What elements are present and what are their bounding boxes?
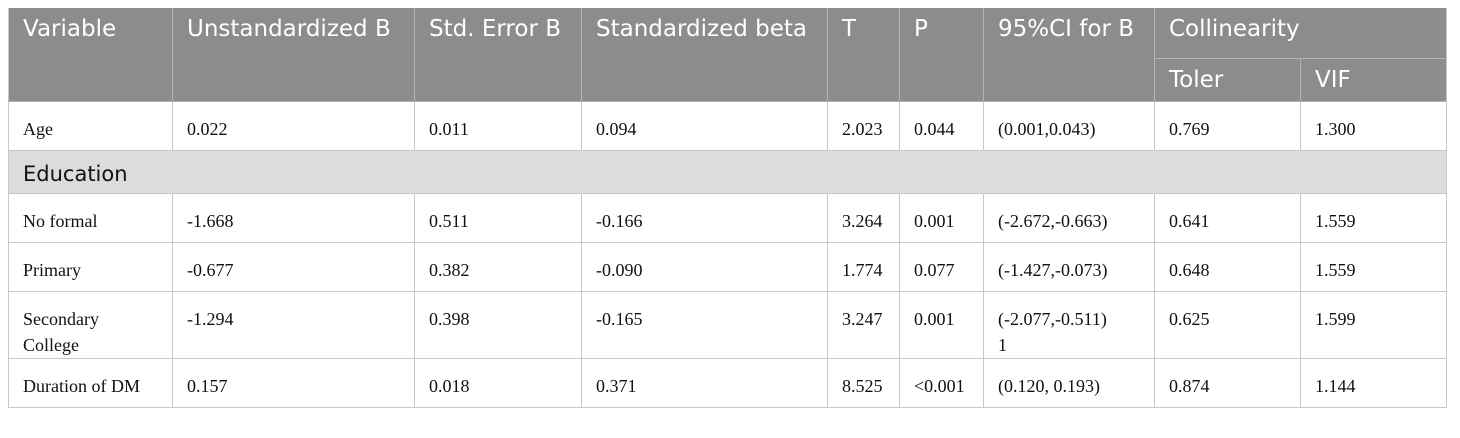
cell-std-error-b: 0.398 <box>414 291 582 359</box>
cell-unstandardized-b: 0.157 <box>172 358 415 408</box>
table-row-primary: Primary -0.677 0.382 -0.090 1.774 0.077 … <box>8 242 1448 292</box>
cell-standardized-beta: 0.371 <box>581 358 828 408</box>
cell-variable: Age <box>8 101 173 151</box>
header-vif: VIF <box>1300 58 1447 102</box>
section-row-education: Education <box>8 150 1447 194</box>
cell-ci: (-1.427,-0.073) <box>983 242 1155 292</box>
table-row-secondary-college: Secondary College -1.294 0.398 -0.165 3.… <box>8 291 1448 359</box>
table-body: Age 0.022 0.011 0.094 2.023 0.044 (0.001… <box>8 101 1448 408</box>
cell-std-error-b: 0.018 <box>414 358 582 408</box>
cell-t: 1.774 <box>827 242 900 292</box>
cell-p: <0.001 <box>899 358 984 408</box>
cell-unstandardized-b: -0.677 <box>172 242 415 292</box>
table-row-duration-of-dm: Duration of DM 0.157 0.018 0.371 8.525 <… <box>8 358 1448 408</box>
cell-unstandardized-b: -1.294 <box>172 291 415 359</box>
cell-p: 0.077 <box>899 242 984 292</box>
cell-vif: 1.144 <box>1300 358 1448 408</box>
header-t: T <box>827 8 900 102</box>
cell-variable: Primary <box>8 242 173 292</box>
cell-ci: (0.001,0.043) <box>983 101 1155 151</box>
cell-standardized-beta: -0.090 <box>581 242 828 292</box>
header-variable: Variable <box>8 8 173 102</box>
cell-vif: 1.599 <box>1300 291 1448 359</box>
cell-p: 0.001 <box>899 193 984 243</box>
table-row-no-formal: No formal -1.668 0.511 -0.166 3.264 0.00… <box>8 193 1448 243</box>
cell-ci: (-2.672,-0.663) <box>983 193 1155 243</box>
header-unstandardized-b: Unstandardized B <box>172 8 415 102</box>
table-row-age: Age 0.022 0.011 0.094 2.023 0.044 (0.001… <box>8 101 1448 151</box>
regression-table: Variable Unstandardized B Std. Error B S… <box>8 8 1448 408</box>
cell-toler: 0.874 <box>1154 358 1301 408</box>
cell-toler: 0.648 <box>1154 242 1301 292</box>
table-header: Variable Unstandardized B Std. Error B S… <box>8 8 1447 102</box>
cell-std-error-b: 0.011 <box>414 101 582 151</box>
header-standardized-beta: Standardized beta <box>581 8 828 102</box>
cell-variable-line2: College <box>23 335 79 355</box>
section-label: Education <box>8 150 1447 194</box>
cell-variable: Secondary College <box>8 291 173 359</box>
header-p: P <box>899 8 984 102</box>
cell-standardized-beta: -0.166 <box>581 193 828 243</box>
cell-t: 8.525 <box>827 358 900 408</box>
cell-t: 2.023 <box>827 101 900 151</box>
cell-ci: (-2.077,-0.511) 1 <box>983 291 1155 359</box>
cell-vif: 1.559 <box>1300 242 1448 292</box>
header-ci: 95%CI for B <box>983 8 1155 102</box>
cell-unstandardized-b: -1.668 <box>172 193 415 243</box>
cell-ci-line2: 1 <box>998 335 1007 355</box>
regression-table-container: Variable Unstandardized B Std. Error B S… <box>8 8 1448 408</box>
cell-p: 0.001 <box>899 291 984 359</box>
cell-p: 0.044 <box>899 101 984 151</box>
cell-standardized-beta: 0.094 <box>581 101 828 151</box>
cell-ci-line1: (-2.077,-0.511) <box>998 309 1107 329</box>
cell-variable: No formal <box>8 193 173 243</box>
cell-standardized-beta: -0.165 <box>581 291 828 359</box>
cell-variable: Duration of DM <box>8 358 173 408</box>
cell-vif: 1.300 <box>1300 101 1448 151</box>
cell-t: 3.247 <box>827 291 900 359</box>
cell-vif: 1.559 <box>1300 193 1448 243</box>
cell-toler: 0.625 <box>1154 291 1301 359</box>
cell-variable-line1: Secondary <box>23 309 99 329</box>
cell-toler: 0.769 <box>1154 101 1301 151</box>
cell-ci: (0.120, 0.193) <box>983 358 1155 408</box>
header-toler: Toler <box>1154 58 1301 102</box>
cell-unstandardized-b: 0.022 <box>172 101 415 151</box>
cell-t: 3.264 <box>827 193 900 243</box>
cell-std-error-b: 0.382 <box>414 242 582 292</box>
header-collinearity: Collinearity <box>1154 8 1447 59</box>
cell-std-error-b: 0.511 <box>414 193 582 243</box>
header-std-error-b: Std. Error B <box>414 8 582 102</box>
cell-toler: 0.641 <box>1154 193 1301 243</box>
